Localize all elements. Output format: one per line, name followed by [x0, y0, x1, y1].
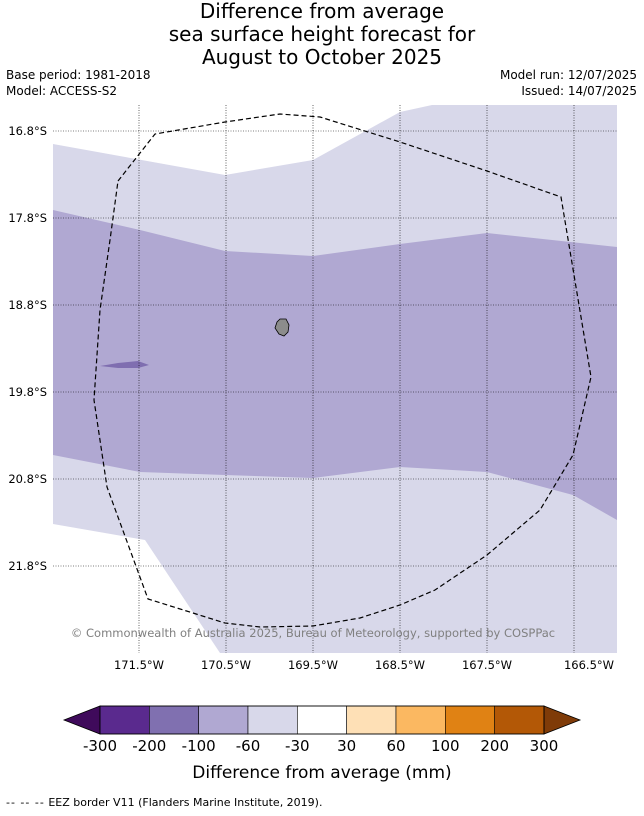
lat-label-2: 17.8°S	[8, 211, 47, 225]
meta-left: Base period: 1981-2018 Model: ACCESS-S2	[6, 67, 151, 99]
colorbar-segment-6	[346, 705, 397, 735]
colorbar-tick-2: -200	[132, 737, 166, 755]
colorbar-segment-5	[297, 705, 347, 735]
base-period: Base period: 1981-2018	[6, 68, 151, 82]
lat-label-3: 18.8°S	[8, 298, 47, 312]
colorbar-segment-8	[445, 705, 495, 735]
lon-label-5: 167.5°W	[462, 658, 512, 672]
colorbar-label: Difference from average (mm)	[192, 763, 451, 783]
colorbar-segment-1	[99, 705, 150, 735]
meta-right: Model run: 12/07/2025 Issued: 14/07/2025	[500, 67, 637, 99]
lat-labels: 16.8°S 17.8°S 18.8°S 19.8°S 20.8°S 21.8°…	[8, 124, 47, 573]
colorbar-tick-9: 200	[480, 737, 509, 755]
anomaly-band-medium	[53, 210, 617, 520]
lon-label-6: 166.5°W	[564, 658, 614, 672]
footnote: -- -- -- EEZ border V11 (Flanders Marine…	[6, 796, 322, 809]
colorbar-tick-3: -100	[182, 737, 216, 755]
title-line-1: Difference from average	[199, 0, 445, 23]
colorbar-segment-2	[149, 705, 199, 735]
colorbar-segment-4	[247, 705, 298, 735]
model-run: Model run: 12/07/2025	[499, 68, 637, 82]
lat-label-5: 20.8°S	[8, 472, 47, 486]
colorbar-tick-5: -30	[285, 737, 310, 755]
colorbar: -300 -200 -100 -60 -30 30 60 100 200 300…	[62, 705, 582, 783]
colorbar-under-arrow	[62, 705, 101, 735]
colorbar-tick-8: 100	[431, 737, 460, 755]
title-line-3: August to October 2025	[201, 45, 443, 69]
issued-date: Issued: 14/07/2025	[521, 84, 637, 98]
eez-legend-text: EEZ border V11 (Flanders Marine Institut…	[48, 796, 323, 809]
lat-label-6: 21.8°S	[8, 559, 47, 573]
model-name: Model: ACCESS-S2	[6, 84, 118, 98]
eez-legend-symbol: -- -- --	[6, 796, 45, 809]
colorbar-segments	[99, 705, 545, 735]
lon-label-2: 170.5°W	[201, 658, 251, 672]
colorbar-segment-9	[494, 705, 545, 735]
colorbar-segment-3	[198, 705, 249, 735]
colorbar-tick-4: -60	[236, 737, 261, 755]
copyright-notice: © Commonwealth of Australia 2025, Bureau…	[71, 626, 555, 640]
colorbar-frame	[99, 705, 545, 735]
map-plot: © Commonwealth of Australia 2025, Bureau…	[53, 105, 617, 653]
map-title: Difference from average sea surface heig…	[0, 0, 644, 69]
anomaly-patch-dark	[100, 361, 149, 368]
colorbar-ticks: -300 -200 -100 -60 -30 30 60 100 200 300	[83, 737, 558, 755]
lat-label-1: 16.8°S	[8, 124, 47, 138]
lon-label-4: 168.5°W	[375, 658, 425, 672]
colorbar-tick-1: -300	[83, 737, 117, 755]
colorbar-tick-10: 300	[530, 737, 559, 755]
lon-label-1: 171.5°W	[114, 658, 164, 672]
graticule	[53, 105, 617, 653]
title-line-2: sea surface height forecast for	[168, 22, 476, 46]
lon-labels: 171.5°W 170.5°W 169.5°W 168.5°W 167.5°W …	[114, 658, 614, 672]
eez-border	[93, 113, 592, 628]
colorbar-tick-6: 30	[337, 737, 356, 755]
lon-label-3: 169.5°W	[288, 658, 338, 672]
lat-label-4: 19.8°S	[8, 385, 47, 399]
colorbar-tick-7: 60	[386, 737, 405, 755]
colorbar-over-arrow	[543, 705, 582, 735]
colorbar-segment-7	[395, 705, 446, 735]
island-land	[274, 318, 290, 337]
